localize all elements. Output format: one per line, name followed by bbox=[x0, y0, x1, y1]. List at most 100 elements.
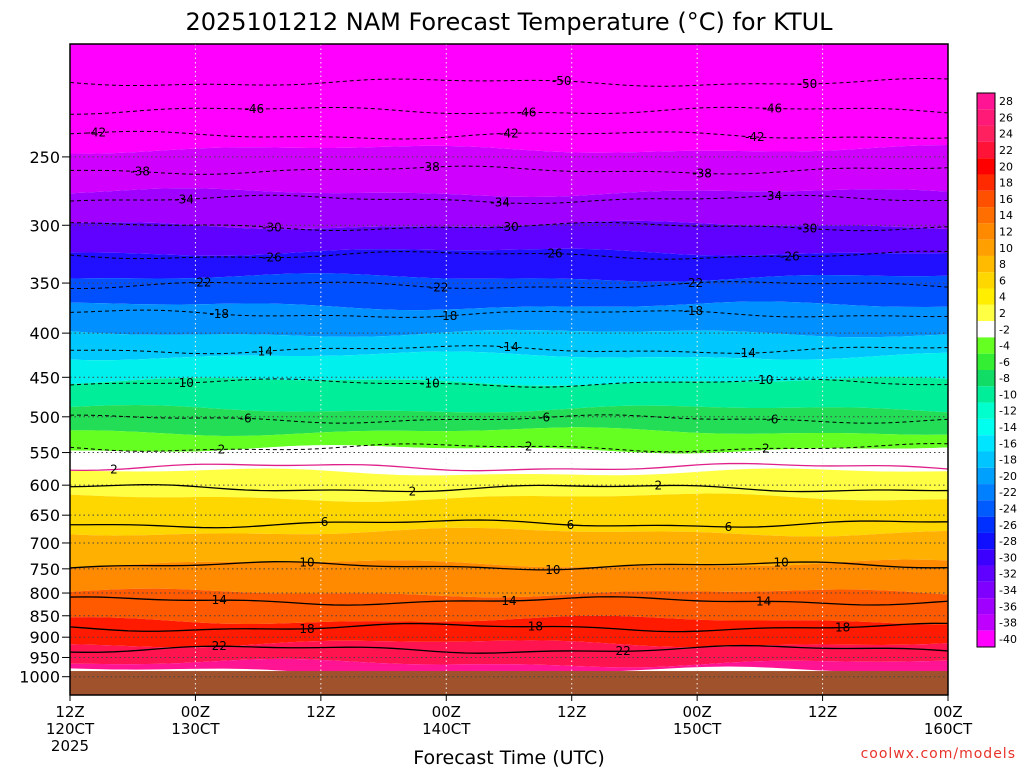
colorbar-label: 22 bbox=[999, 144, 1013, 157]
colorbar-swatch bbox=[977, 581, 995, 599]
colorbar-label: -30 bbox=[999, 551, 1017, 564]
colorbar-swatch bbox=[977, 190, 995, 208]
isotherm-label: -22 bbox=[192, 275, 212, 289]
x-tick-label: 130CT bbox=[171, 720, 220, 738]
colorbar-label: 6 bbox=[999, 274, 1006, 287]
colorbar-swatch bbox=[977, 141, 995, 159]
isotherm-label: 6 bbox=[321, 515, 329, 529]
isotherm-label: -30 bbox=[262, 220, 282, 234]
colorbar-label: 2 bbox=[999, 307, 1006, 320]
isotherm-label: 14 bbox=[756, 594, 771, 608]
credit-text: coolwx.com/models bbox=[861, 746, 1016, 762]
temperature-band bbox=[70, 301, 948, 338]
colorbar: 28 26 24 22 20 18 16 14 12 10 8 6 4 2 -2 -4 -6 -8 -10 -12 -1… bbox=[976, 92, 1017, 648]
isotherm-label: -14 bbox=[253, 344, 273, 358]
colorbar-label: 12 bbox=[999, 226, 1013, 239]
x-tick-label: 2025 bbox=[51, 737, 89, 755]
y-tick-label: 800 bbox=[29, 584, 60, 603]
temperature-band bbox=[70, 273, 948, 311]
colorbar-label: -24 bbox=[999, 503, 1017, 516]
colorbar-swatch bbox=[977, 630, 995, 647]
y-tick-label: 850 bbox=[29, 607, 60, 626]
isotherm-line bbox=[69, 462, 949, 472]
isotherm-label: -42 bbox=[499, 126, 519, 140]
colorbar-swatch bbox=[977, 255, 995, 273]
x-tick-label: 140CT bbox=[422, 720, 471, 738]
isotherm-label: -46 bbox=[245, 102, 265, 116]
isotherm-label: -26 bbox=[780, 249, 800, 263]
y-tick-label: 650 bbox=[29, 506, 60, 525]
colorbar-label: -40 bbox=[999, 633, 1017, 646]
isotherm-label: -10 bbox=[420, 376, 440, 390]
isotherm-label: -50 bbox=[552, 74, 572, 88]
x-tick-label: 160CT bbox=[924, 720, 973, 738]
isotherm-label: -6 bbox=[766, 412, 778, 426]
colorbar-label: -8 bbox=[999, 372, 1010, 385]
y-tick-label: 250 bbox=[29, 148, 60, 167]
isotherm-label: -2 bbox=[758, 441, 770, 455]
colorbar-label: 26 bbox=[999, 111, 1013, 124]
colorbar-swatch bbox=[977, 174, 995, 191]
colorbar-label: -22 bbox=[999, 486, 1017, 499]
colorbar-label: -38 bbox=[999, 617, 1017, 630]
colorbar-swatch bbox=[977, 532, 995, 550]
isotherm-label: 2 bbox=[110, 463, 118, 477]
isotherm-label: -22 bbox=[684, 276, 704, 290]
isotherm-line bbox=[69, 644, 949, 654]
colorbar-swatch bbox=[977, 223, 995, 240]
x-tick-label: 00Z bbox=[432, 703, 461, 721]
temperature-band bbox=[70, 405, 948, 436]
isotherm-label: -6 bbox=[538, 411, 550, 425]
isotherm-label: 18 bbox=[299, 622, 314, 636]
isotherm-line bbox=[69, 622, 949, 633]
colorbar-label: -12 bbox=[999, 405, 1017, 418]
y-tick-label: 1000 bbox=[19, 668, 60, 687]
x-tick-label: 12Z bbox=[557, 703, 586, 721]
y-tick-label: 700 bbox=[29, 534, 60, 553]
y-tick-label: 750 bbox=[29, 560, 60, 579]
isotherm-label: 14 bbox=[212, 593, 227, 607]
colorbar-swatch bbox=[977, 435, 995, 452]
isotherm-label: 14 bbox=[501, 594, 516, 608]
isotherm-label: 6 bbox=[725, 520, 733, 534]
x-tick-label: 12Z bbox=[55, 703, 84, 721]
y-tick-label: 300 bbox=[29, 216, 60, 235]
plot-frame bbox=[69, 43, 949, 696]
isotherm-label: 22 bbox=[212, 639, 227, 653]
colorbar-swatch bbox=[977, 93, 995, 110]
colorbar-label: -32 bbox=[999, 568, 1017, 581]
isotherm-label: -42 bbox=[87, 126, 107, 140]
y-tick-label: 500 bbox=[29, 408, 60, 427]
colorbar-swatch bbox=[977, 304, 995, 322]
isotherm-label: -14 bbox=[499, 340, 519, 354]
colorbar-swatch bbox=[977, 272, 995, 289]
isotherm-lines: -50 -50 -46 -46 -46 -42 -42 -42 -38 -38 -38 -34 -34 -… bbox=[69, 74, 949, 658]
colorbar-label: 4 bbox=[999, 291, 1006, 304]
x-tick-label: 12Z bbox=[808, 703, 837, 721]
colorbar-label: -26 bbox=[999, 519, 1017, 532]
colorbar-label: -34 bbox=[999, 584, 1017, 597]
isotherm-label: -46 bbox=[763, 101, 783, 115]
isotherm-label: -38 bbox=[692, 166, 712, 180]
colorbar-swatch bbox=[977, 614, 995, 631]
colorbar-label: 24 bbox=[999, 128, 1013, 141]
colorbar-label: -28 bbox=[999, 535, 1017, 548]
temperature-band bbox=[70, 427, 948, 454]
isotherm-label: -42 bbox=[745, 130, 765, 144]
y-tick-label: 550 bbox=[29, 444, 60, 463]
y-axis-ticks: 250 300 350 400 450 500 550 600 650 700 750 800 850 9… bbox=[19, 148, 70, 687]
isotherm-line bbox=[69, 519, 949, 529]
colorbar-label: 10 bbox=[999, 242, 1013, 255]
temperature-band bbox=[70, 329, 948, 361]
temperature-band bbox=[70, 640, 948, 668]
x-tick-label: 00Z bbox=[181, 703, 210, 721]
colorbar-swatch bbox=[977, 353, 995, 370]
isotherm-label: 10 bbox=[774, 556, 789, 570]
temperature-band bbox=[70, 493, 948, 537]
isotherm-label: 2 bbox=[654, 479, 662, 493]
y-tick-label: 900 bbox=[29, 628, 60, 647]
colorbar-label: -10 bbox=[999, 388, 1017, 401]
colorbar-swatch bbox=[977, 598, 995, 615]
colorbar-swatch bbox=[977, 125, 995, 142]
isotherm-label: 18 bbox=[528, 620, 543, 634]
